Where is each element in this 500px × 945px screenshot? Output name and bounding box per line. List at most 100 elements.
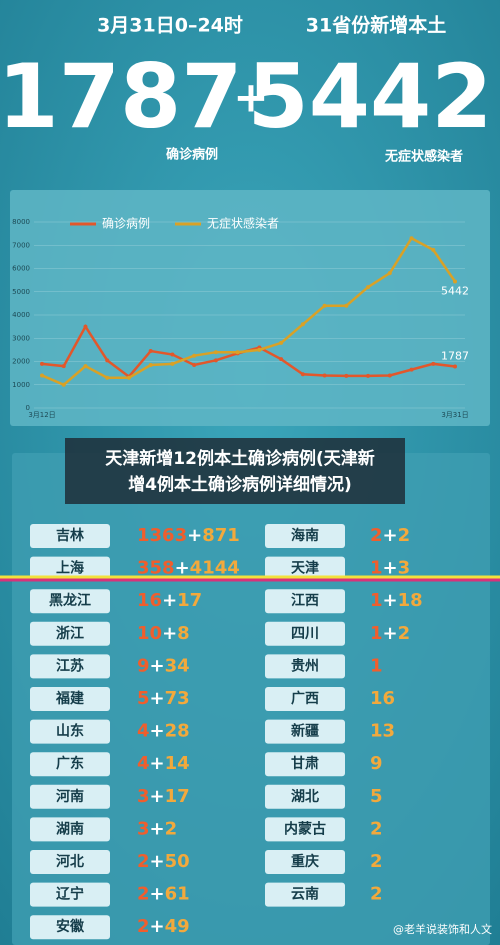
case-count: 4+28 <box>137 721 190 742</box>
caption-box <box>65 438 405 504</box>
asymptomatic-count: 49 <box>165 916 190 937</box>
province-name: 湖北 <box>291 789 319 805</box>
point <box>192 362 197 367</box>
point <box>322 303 327 308</box>
caption-line: 天津新增12例本土确诊病例(天津新 <box>105 448 374 469</box>
province-name: 江苏 <box>56 657 84 674</box>
province-box <box>30 915 110 940</box>
legend-label: 确诊病例 <box>102 216 150 231</box>
point <box>170 352 175 357</box>
separator: + <box>383 558 398 579</box>
province-box <box>30 654 110 679</box>
confirmed-count: 2 <box>137 851 150 872</box>
case-count: 1363+871 <box>137 525 240 546</box>
point <box>409 236 414 241</box>
point <box>126 375 131 380</box>
asymptomatic-count: 2 <box>165 818 178 839</box>
separator: + <box>383 623 398 644</box>
province-box <box>30 784 110 809</box>
point <box>213 350 218 355</box>
asymptomatic-count: 4144 <box>190 558 240 579</box>
asymptomatic-count: 16 <box>370 688 395 709</box>
case-count: 1+2 <box>370 623 410 644</box>
asymptomatic-count: 871 <box>202 525 240 546</box>
confirmed-count: 1 <box>370 655 383 676</box>
confirmed-label: 确诊病例 <box>166 147 218 163</box>
point <box>83 364 88 369</box>
province-name: 贵州 <box>291 657 319 674</box>
case-count: 5 <box>370 786 383 807</box>
point <box>61 382 66 387</box>
province-box <box>30 687 110 711</box>
y-tick-label: 2000 <box>12 358 30 366</box>
confirmed-count: 2 <box>370 525 383 546</box>
case-count: 16 <box>370 688 395 709</box>
asymptomatic-count: 8 <box>177 623 190 644</box>
point <box>431 247 436 252</box>
province-box <box>30 621 110 646</box>
point <box>213 358 218 363</box>
case-count: 3+17 <box>137 786 190 807</box>
province-box <box>30 882 110 907</box>
separator: + <box>150 688 165 709</box>
confirmed-count: 2 <box>137 884 150 905</box>
asymptomatic-count: 34 <box>165 655 190 676</box>
point <box>322 373 327 378</box>
separator: + <box>150 851 165 872</box>
separator: + <box>150 786 165 807</box>
confirmed-count: 1 <box>370 558 383 579</box>
asymptomatic-count: 18 <box>398 590 423 611</box>
case-count: 2 <box>370 851 383 872</box>
header-scope: 31省份新增本土 <box>306 14 446 37</box>
y-tick-label: 5000 <box>12 288 30 296</box>
province-box <box>30 752 110 777</box>
case-count: 2+2 <box>370 525 410 546</box>
caption-line: 增4例本土确诊病例详细情况) <box>128 474 352 495</box>
point <box>235 350 240 355</box>
confirmed-count: 1 <box>370 623 383 644</box>
point <box>279 340 284 345</box>
case-count: 13 <box>370 721 395 742</box>
asymptomatic-count: 2 <box>370 884 383 905</box>
confirmed-count: 5 <box>137 688 150 709</box>
point <box>300 322 305 327</box>
province-name: 山东 <box>56 723 84 740</box>
point <box>344 373 349 378</box>
point <box>453 279 457 284</box>
point <box>83 324 88 329</box>
confirmed-count: 3 <box>137 786 150 807</box>
case-count: 2+61 <box>137 884 190 905</box>
separator: + <box>162 590 177 611</box>
province-name: 福建 <box>55 690 84 707</box>
asymptomatic-count: 61 <box>165 884 190 905</box>
case-count: 5+73 <box>137 688 190 709</box>
asymptomatic-count: 5 <box>370 786 383 807</box>
point <box>453 364 457 369</box>
province-name: 河北 <box>56 853 84 870</box>
point <box>170 361 175 366</box>
asymptomatic-count: 2 <box>398 623 411 644</box>
separator: + <box>383 590 398 611</box>
province-name: 辽宁 <box>56 886 84 903</box>
confirmed-count: 4 <box>137 753 150 774</box>
point <box>40 361 44 366</box>
province-box <box>265 882 345 907</box>
case-count: 2+49 <box>137 916 190 937</box>
province-name: 甘肃 <box>291 755 319 772</box>
province-name: 广东 <box>56 755 84 772</box>
province-box <box>265 654 345 679</box>
province-name: 浙江 <box>56 625 84 642</box>
province-box <box>265 752 345 777</box>
province-name: 上海 <box>56 560 84 577</box>
point <box>387 271 392 276</box>
line-chart: 0 1000 2000 3000 4000 5000 6000 7000 8000 3月12日 3月… <box>12 216 469 420</box>
x-tick-label: 3月12日 <box>28 411 55 419</box>
province-box <box>265 621 345 646</box>
point <box>40 373 44 378</box>
plus-sign: + <box>233 73 268 122</box>
province-name: 内蒙古 <box>284 820 326 837</box>
separator: + <box>175 558 190 579</box>
point <box>279 357 284 362</box>
